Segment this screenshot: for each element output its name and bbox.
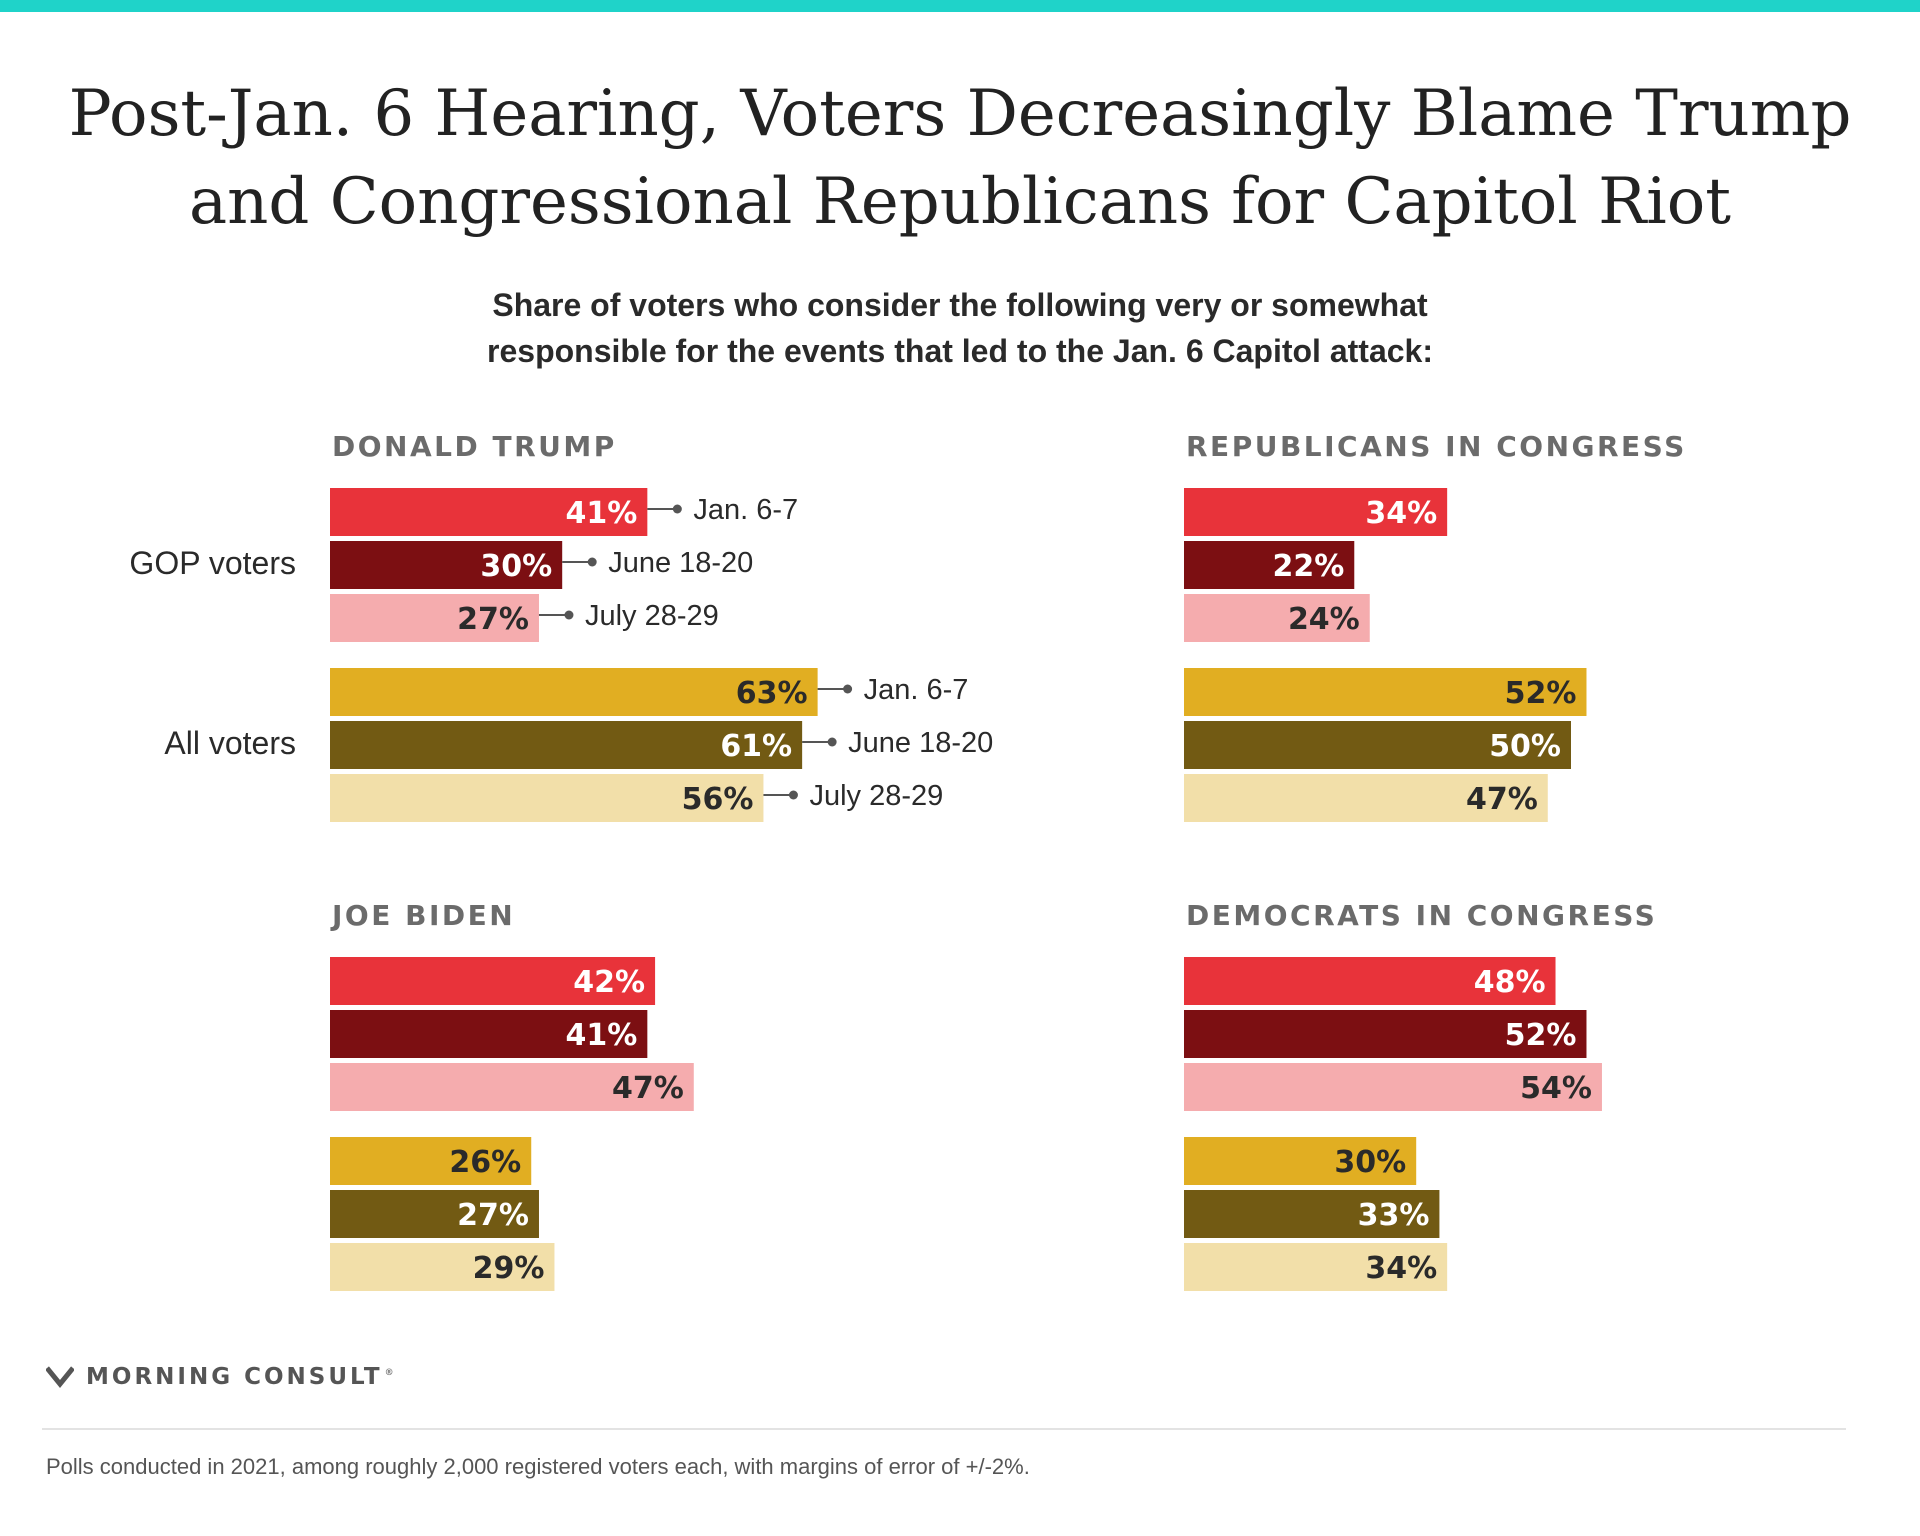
data-label: 41%	[566, 1018, 638, 1053]
data-label: 26%	[449, 1145, 521, 1180]
data-label: 48%	[1474, 965, 1546, 1000]
date-label: Jan. 6-7	[693, 494, 798, 526]
group-label: GOP voters	[129, 545, 296, 581]
panel-title: DONALD TRUMP	[332, 430, 617, 463]
data-label: 34%	[1365, 496, 1437, 531]
data-label: 61%	[720, 729, 792, 764]
panel-title: JOE BIDEN	[330, 899, 515, 932]
bar	[1184, 1243, 1448, 1291]
data-label: 42%	[573, 965, 645, 1000]
data-label: 54%	[1520, 1071, 1592, 1106]
subtitle-line-2: responsible for the events that led to t…	[487, 333, 1433, 369]
panel-title: REPUBLICANS IN CONGRESS	[1186, 430, 1687, 463]
callout-dot	[788, 790, 798, 800]
data-label: 30%	[480, 549, 552, 584]
date-label: July 28-29	[809, 780, 943, 812]
bar	[1184, 488, 1448, 536]
data-label: 27%	[457, 1198, 529, 1233]
callout-dot	[587, 557, 597, 567]
bar	[1184, 1137, 1417, 1185]
bar	[330, 541, 563, 589]
bar	[330, 774, 764, 822]
bar	[1184, 721, 1571, 769]
callout-dot	[672, 504, 682, 514]
chart-subtitle: Share of voters who consider the followi…	[0, 282, 1920, 374]
data-label: 30%	[1334, 1145, 1406, 1180]
footnote: Polls conducted in 2021, among roughly 2…	[46, 1454, 1030, 1479]
data-label: 33%	[1358, 1198, 1430, 1233]
data-label: 47%	[612, 1071, 684, 1106]
data-label: 34%	[1365, 1251, 1437, 1286]
bar	[1184, 541, 1355, 589]
data-label: 24%	[1288, 602, 1360, 637]
chart-title: Post-Jan. 6 Hearing, Voters Decreasingly…	[0, 70, 1920, 246]
accent-strip	[0, 0, 1920, 12]
brand-name-text: MORNING CONSULT	[86, 1364, 383, 1390]
bar	[330, 488, 648, 536]
bar	[1184, 1063, 1602, 1111]
date-label: June 18-20	[848, 727, 993, 759]
subtitle-line-1: Share of voters who consider the followi…	[492, 287, 1428, 323]
brand-name: MORNING CONSULT ®	[86, 1364, 397, 1390]
bar	[1184, 668, 1587, 716]
bar	[1184, 957, 1556, 1005]
date-label: June 18-20	[608, 547, 753, 579]
brand-logo: MORNING CONSULT ®	[46, 1364, 397, 1390]
data-label: 52%	[1505, 1018, 1577, 1053]
panel-joe-biden: JOE BIDEN 42% 41% 47% 26% 27% 29%	[330, 899, 694, 1291]
data-label: 50%	[1489, 729, 1561, 764]
data-label: 27%	[457, 602, 529, 637]
bar	[330, 594, 539, 642]
data-label: 63%	[736, 676, 808, 711]
panel-donald-trump: DONALD TRUMP 41% Jan. 6-7 30% June 18-20 27% J…	[129, 430, 993, 822]
callout-dot	[827, 737, 837, 747]
callout-dot	[843, 684, 853, 694]
bar	[1184, 1010, 1587, 1058]
bar	[1184, 594, 1370, 642]
date-label: July 28-29	[585, 600, 719, 632]
callout-dot	[564, 610, 574, 620]
title-line-2: and Congressional Republicans for Capito…	[189, 165, 1731, 239]
date-label: Jan. 6-7	[864, 674, 969, 706]
footer-divider	[42, 1428, 1846, 1430]
panel-title: DEMOCRATS IN CONGRESS	[1186, 899, 1657, 932]
bar	[330, 1137, 532, 1185]
data-label: 52%	[1505, 676, 1577, 711]
data-label: 41%	[566, 496, 638, 531]
panel-republicans-in-congress: REPUBLICANS IN CONGRESS 34% 22% 24% 52% 50% 47…	[1184, 430, 1687, 822]
data-label: 56%	[682, 782, 754, 817]
bar	[330, 1010, 648, 1058]
bar	[330, 668, 818, 716]
group-label: All voters	[164, 725, 296, 761]
data-label: 47%	[1466, 782, 1538, 817]
bar	[330, 1190, 539, 1238]
bar	[330, 1063, 694, 1111]
data-label: 29%	[473, 1251, 545, 1286]
data-label: 22%	[1272, 549, 1344, 584]
bar	[1184, 1190, 1440, 1238]
registered-mark: ®	[384, 1368, 397, 1379]
morning-consult-logo-icon	[46, 1366, 74, 1388]
bar	[330, 957, 656, 1005]
panel-democrats-in-congress: DEMOCRATS IN CONGRESS 48% 52% 54% 30% 33% 34%	[1184, 899, 1657, 1291]
bar	[330, 1243, 555, 1291]
title-line-1: Post-Jan. 6 Hearing, Voters Decreasingly…	[68, 77, 1852, 151]
bar	[1184, 774, 1548, 822]
bar	[330, 721, 803, 769]
